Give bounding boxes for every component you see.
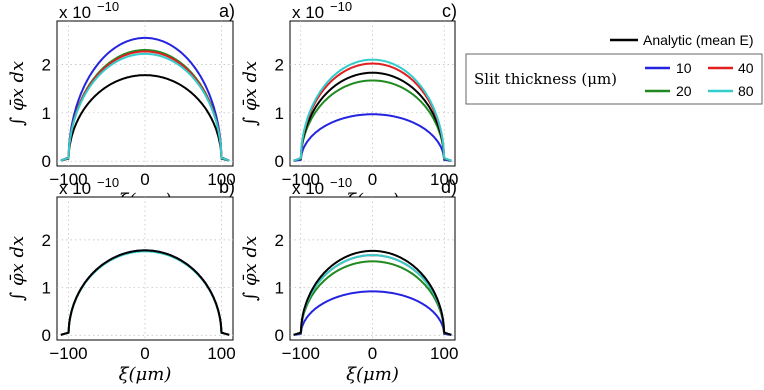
series-line-analytic-mean-e- — [60, 249, 230, 336]
y-axis-label: ∫ φ̄x dx — [240, 61, 261, 126]
y-axis-label: ∫ φ̄x dx — [240, 236, 261, 301]
x-tick-label: 100 — [207, 344, 235, 363]
series-line-40 — [293, 62, 452, 162]
x-tick-label: 100 — [430, 344, 458, 363]
legend-analytic-label: Analytic (mean E) — [643, 32, 753, 48]
y-tick-label: 0 — [275, 152, 284, 171]
x-tick-label: −100 — [49, 170, 87, 189]
y-tick-label: 2 — [275, 56, 284, 75]
series-line-10 — [293, 290, 452, 336]
legend-label-40: 40 — [738, 60, 754, 76]
x-tick-label: −100 — [282, 344, 320, 363]
series-line-analytic-mean-e- — [293, 71, 452, 162]
panel-label: d) — [441, 177, 457, 197]
x-tick-label: 0 — [140, 344, 149, 363]
x-tick-label: 0 — [368, 344, 377, 363]
series-line-analytic-mean-e- — [293, 249, 452, 336]
x-tick-label: −100 — [282, 170, 320, 189]
x-axis-label: ξ(μm) — [119, 364, 172, 385]
y-tick-label: 0 — [42, 152, 51, 171]
y-tick-label: 1 — [42, 279, 51, 298]
y-tick-label: 2 — [42, 56, 51, 75]
panel-label: c) — [442, 1, 457, 21]
series-line-analytic-mean-e- — [60, 74, 230, 162]
y-multiplier: x 10 — [59, 3, 91, 22]
legend: Analytic (mean E) Slit thickness (μm) 10… — [465, 32, 763, 105]
legend-label-80: 80 — [738, 83, 754, 99]
panel-label: b) — [219, 177, 235, 197]
series-line-20 — [293, 260, 452, 336]
panel-label: a) — [219, 1, 235, 21]
y-tick-label: 1 — [275, 279, 284, 298]
series-line-80 — [293, 58, 452, 162]
x-tick-label: 100 — [207, 170, 235, 189]
y-axis-label: ∫ φ̄x dx — [7, 236, 28, 301]
legend-box — [465, 53, 763, 105]
y-tick-label: 1 — [42, 104, 51, 123]
y-axis-label: ∫ φ̄x dx — [7, 61, 28, 126]
series-line-20 — [293, 79, 452, 162]
series-line-10 — [60, 36, 230, 162]
x-tick-label: 100 — [430, 170, 458, 189]
y-tick-label: 1 — [275, 104, 284, 123]
y-tick-label: 0 — [275, 326, 284, 345]
y-multiplier-exponent: −10 — [330, 0, 352, 14]
x-tick-label: −100 — [49, 344, 87, 363]
legend-label-10: 10 — [676, 60, 692, 76]
series-line-80 — [293, 254, 452, 336]
y-multiplier: x 10 — [59, 179, 91, 198]
y-tick-label: 0 — [42, 326, 51, 345]
legend-title: Slit thickness (μm) — [474, 70, 617, 88]
y-multiplier-exponent: −10 — [330, 175, 352, 190]
y-tick-label: 2 — [42, 231, 51, 250]
x-tick-label: 0 — [140, 170, 149, 189]
y-multiplier: x 10 — [292, 3, 324, 22]
y-multiplier-exponent: −10 — [97, 175, 119, 190]
series-line-10 — [293, 113, 452, 162]
series-line-80 — [60, 52, 230, 162]
x-axis-label: ξ(μm) — [346, 364, 399, 385]
x-tick-label: 0 — [368, 170, 377, 189]
y-multiplier: x 10 — [292, 179, 324, 198]
y-tick-label: 2 — [275, 231, 284, 250]
y-multiplier-exponent: −10 — [97, 0, 119, 14]
legend-label-20: 20 — [676, 83, 692, 99]
